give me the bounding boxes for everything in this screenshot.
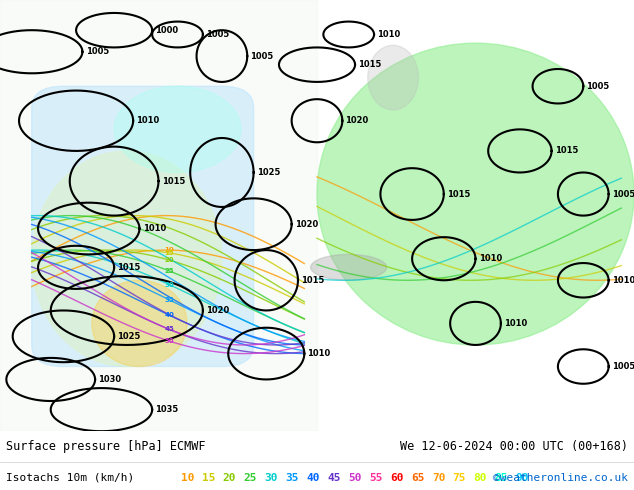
Text: 1010: 1010	[136, 116, 160, 125]
Text: 45: 45	[164, 326, 174, 332]
Text: 1020: 1020	[295, 220, 318, 229]
Text: 1000: 1000	[155, 25, 178, 35]
Text: 1005: 1005	[586, 82, 610, 91]
Text: 1030: 1030	[98, 375, 121, 384]
Text: 10: 10	[164, 247, 174, 253]
Text: 1035: 1035	[155, 405, 179, 414]
Text: 1005: 1005	[206, 30, 230, 39]
Text: 35: 35	[285, 472, 299, 483]
Text: ©weatheronline.co.uk: ©weatheronline.co.uk	[493, 472, 628, 483]
Text: We 12-06-2024 00:00 UTC (00+168): We 12-06-2024 00:00 UTC (00+168)	[399, 440, 628, 453]
Text: 15: 15	[202, 472, 215, 483]
Text: 1010: 1010	[612, 276, 634, 285]
Ellipse shape	[317, 43, 634, 345]
Text: 1015: 1015	[117, 263, 141, 272]
Text: 1015: 1015	[555, 147, 578, 155]
Text: 1005: 1005	[86, 47, 109, 56]
Text: 20: 20	[165, 257, 174, 263]
Text: 10: 10	[181, 472, 194, 483]
Text: 55: 55	[369, 472, 382, 483]
Text: 1010: 1010	[377, 30, 401, 39]
Text: 1025: 1025	[257, 168, 280, 177]
Text: 75: 75	[453, 472, 466, 483]
Text: Surface pressure [hPa] ECMWF: Surface pressure [hPa] ECMWF	[6, 440, 206, 453]
Text: 20: 20	[223, 472, 236, 483]
Text: 1010: 1010	[479, 254, 502, 263]
Ellipse shape	[368, 45, 418, 110]
Text: 1015: 1015	[358, 60, 382, 69]
Text: 15: 15	[165, 250, 174, 256]
Text: 25: 25	[165, 268, 174, 274]
Text: 60: 60	[390, 472, 403, 483]
Text: 80: 80	[474, 472, 487, 483]
Text: 1005: 1005	[250, 51, 274, 61]
Text: 1005: 1005	[612, 190, 634, 198]
Text: 1010: 1010	[307, 349, 331, 358]
FancyBboxPatch shape	[32, 86, 254, 367]
Text: 1005: 1005	[612, 362, 634, 371]
Text: 30: 30	[264, 472, 278, 483]
Text: 85: 85	[495, 472, 508, 483]
Text: 1025: 1025	[117, 332, 141, 341]
Bar	[0, 0, 317, 431]
Text: 40: 40	[306, 472, 320, 483]
Text: 1015: 1015	[162, 176, 185, 186]
Text: Isotachs 10m (km/h): Isotachs 10m (km/h)	[6, 472, 141, 483]
Text: 1015: 1015	[447, 190, 470, 198]
Ellipse shape	[311, 254, 387, 280]
Ellipse shape	[114, 86, 241, 172]
Text: 1020: 1020	[206, 306, 230, 315]
Text: 40: 40	[164, 312, 174, 318]
Text: 35: 35	[165, 297, 174, 303]
Text: 25: 25	[243, 472, 257, 483]
Text: 1010: 1010	[143, 224, 166, 233]
Text: 65: 65	[411, 472, 424, 483]
Text: 1015: 1015	[301, 276, 325, 285]
Text: 45: 45	[327, 472, 340, 483]
Text: 30: 30	[164, 282, 174, 288]
Ellipse shape	[92, 280, 187, 367]
Text: 70: 70	[432, 472, 445, 483]
Text: 1020: 1020	[346, 116, 369, 125]
Text: 50: 50	[348, 472, 361, 483]
Ellipse shape	[32, 151, 222, 367]
Text: 1010: 1010	[504, 319, 527, 328]
Text: 90: 90	[515, 472, 529, 483]
Text: 50: 50	[165, 338, 174, 344]
